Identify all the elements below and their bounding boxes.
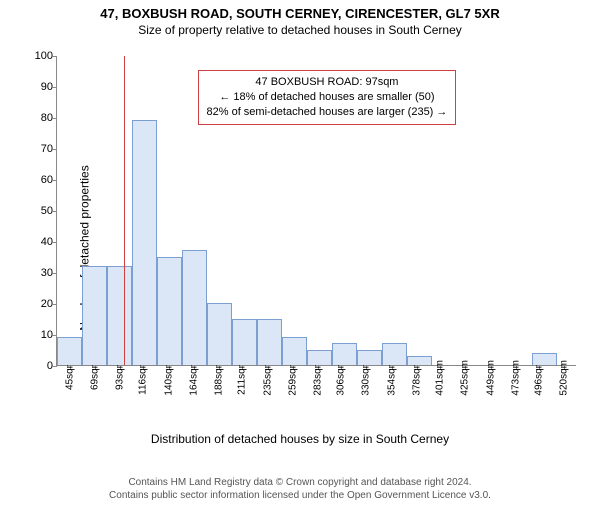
x-tick-label: 235sqm — [262, 360, 273, 396]
annotation-line: 47 BOXBUSH ROAD: 97sqm — [207, 75, 448, 90]
chart-area: Number of detached properties 0102030405… — [0, 48, 600, 448]
footer-attribution: Contains HM Land Registry data © Crown c… — [0, 476, 600, 502]
histogram-bar — [207, 303, 232, 365]
histogram-bar — [257, 319, 282, 366]
x-tick-label: 330sqm — [361, 360, 372, 396]
x-tick-label: 354sqm — [386, 360, 397, 396]
histogram-bar — [232, 319, 257, 366]
histogram-bar — [157, 257, 182, 366]
x-axis-label: Distribution of detached houses by size … — [0, 432, 600, 446]
y-tick-label: 70 — [21, 143, 53, 155]
histogram-bar — [57, 337, 82, 365]
y-tick-label: 20 — [21, 298, 53, 310]
x-tick-label: 449sqm — [485, 360, 496, 396]
x-tick-label: 496sqm — [534, 360, 545, 396]
histogram-bar — [182, 250, 207, 365]
annotation-box: 47 BOXBUSH ROAD: 97sqm← 18% of detached … — [198, 70, 457, 125]
y-tick-mark — [52, 118, 57, 119]
annotation-line: 82% of semi-detached houses are larger (… — [207, 105, 448, 120]
y-tick-mark — [52, 273, 57, 274]
x-tick-label: 473sqm — [510, 360, 521, 396]
histogram-bar — [107, 266, 132, 365]
footer-line-1: Contains HM Land Registry data © Crown c… — [0, 476, 600, 489]
title-main: 47, BOXBUSH ROAD, SOUTH CERNEY, CIRENCES… — [0, 6, 600, 21]
x-tick-label: 520sqm — [559, 360, 570, 396]
x-tick-label: 378sqm — [411, 360, 422, 396]
y-tick-label: 0 — [21, 360, 53, 372]
y-tick-mark — [52, 242, 57, 243]
annotation-line: ← 18% of detached houses are smaller (50… — [207, 90, 448, 105]
y-tick-label: 40 — [21, 236, 53, 248]
y-tick-label: 80 — [21, 112, 53, 124]
x-tick-label: 401sqm — [435, 360, 446, 396]
plot-region: 010203040506070809010045sqm69sqm93sqm116… — [56, 56, 576, 366]
y-tick-mark — [52, 366, 57, 367]
histogram-bar — [357, 350, 382, 366]
y-tick-mark — [52, 335, 57, 336]
y-tick-mark — [52, 211, 57, 212]
histogram-bar — [532, 353, 557, 365]
y-tick-label: 90 — [21, 81, 53, 93]
x-tick-label: 164sqm — [188, 360, 199, 396]
y-tick-label: 100 — [21, 50, 53, 62]
y-tick-label: 50 — [21, 205, 53, 217]
reference-line — [124, 56, 125, 365]
x-tick-label: 188sqm — [213, 360, 224, 396]
histogram-bar — [332, 343, 357, 365]
y-tick-mark — [52, 304, 57, 305]
y-tick-label: 30 — [21, 267, 53, 279]
x-tick-label: 425sqm — [460, 360, 471, 396]
histogram-bar — [132, 120, 157, 365]
y-tick-mark — [52, 56, 57, 57]
histogram-bar — [282, 337, 307, 365]
x-tick-label: 140sqm — [163, 360, 174, 396]
histogram-bar — [82, 266, 107, 365]
title-sub: Size of property relative to detached ho… — [0, 23, 600, 37]
x-tick-label: 306sqm — [336, 360, 347, 396]
footer-line-2: Contains public sector information licen… — [0, 489, 600, 502]
histogram-bar — [382, 343, 407, 365]
y-tick-mark — [52, 180, 57, 181]
histogram-bar — [307, 350, 332, 366]
y-tick-mark — [52, 149, 57, 150]
x-tick-label: 283sqm — [312, 360, 323, 396]
y-tick-label: 10 — [21, 329, 53, 341]
x-tick-label: 211sqm — [237, 360, 248, 395]
histogram-bar — [407, 356, 432, 365]
y-tick-mark — [52, 87, 57, 88]
y-tick-label: 60 — [21, 174, 53, 186]
x-tick-label: 259sqm — [287, 360, 298, 396]
x-tick-label: 116sqm — [138, 360, 149, 395]
